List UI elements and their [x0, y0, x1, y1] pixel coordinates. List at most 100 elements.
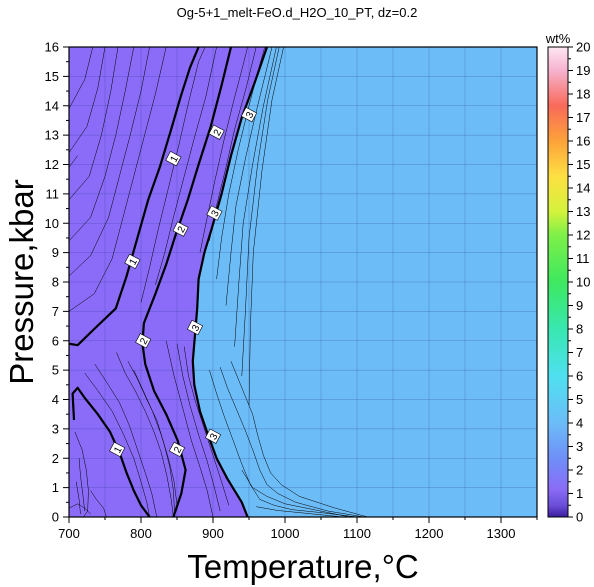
contour-label-box [124, 253, 141, 270]
colorbar-tick-label: 15 [576, 157, 590, 172]
colorbar-tick-label: 11 [576, 251, 590, 266]
contour-label: 2 [168, 441, 186, 458]
minor-contour-line [176, 343, 221, 512]
x-axis-ticks: 700 800 900 1000 1100 1200 1300 [58, 517, 538, 541]
minor-contour-line [69, 155, 78, 168]
minor-contour-line [75, 481, 81, 515]
x-tick-label: 1100 [343, 526, 371, 541]
contour-label-text: 2 [138, 336, 151, 346]
colorbar-tick-label: 10 [576, 275, 590, 290]
minor-contour-line [116, 352, 174, 517]
minor-contour-line [69, 47, 119, 200]
minor-contour-line [230, 361, 368, 517]
contour-label-box [172, 221, 189, 237]
contour-label: 1 [165, 150, 182, 167]
contour-label-box [135, 333, 152, 349]
minor-contour-line [225, 47, 273, 306]
contour-label-box [206, 205, 223, 221]
grid-lines [69, 47, 537, 517]
y-tick-label: 8 [52, 275, 59, 290]
colorbar-tick-label: 18 [576, 87, 590, 102]
x-tick-label: 900 [202, 526, 224, 541]
contour-label-box [240, 106, 258, 123]
y-tick-label: 6 [52, 333, 59, 348]
y-tick-label: 15 [45, 69, 59, 84]
y-tick-label: 16 [45, 40, 59, 55]
colorbar-tick-label: 17 [576, 110, 590, 125]
contour-label: 3 [186, 319, 204, 336]
colorbar-tick-label: 14 [576, 181, 590, 196]
minor-contour-line [69, 503, 91, 515]
minor-contour-line [199, 47, 248, 253]
y-tick-label: 0 [52, 510, 59, 525]
colorbar-tick-label: 7 [576, 345, 583, 360]
contour-label-box [109, 441, 126, 458]
minor-contour-line [127, 361, 176, 517]
y-tick-label: 12 [45, 157, 59, 172]
colorbar-tick-label: 4 [576, 416, 583, 431]
contour-label: 2 [135, 333, 152, 349]
minor-contour-line [165, 340, 214, 517]
x-axis-label: Temperature,°C [187, 548, 418, 585]
contour-label-text: 3 [244, 110, 257, 120]
contour-label-box [168, 441, 186, 458]
contour-label: 1 [124, 253, 141, 270]
colorbar-tick-label: 9 [576, 298, 583, 313]
colorbar-tick-label: 1 [576, 486, 583, 501]
minor-contour-line [219, 367, 365, 517]
y-tick-label: 10 [45, 216, 59, 231]
contour-label-text: 2 [172, 445, 185, 455]
contour-label: 3 [240, 106, 258, 123]
contour-label-box [165, 150, 182, 167]
y-tick-label: 4 [52, 392, 59, 407]
minor-contour-line [69, 47, 94, 109]
y-tick-label: 2 [52, 451, 59, 466]
y-tick-label: 7 [52, 304, 59, 319]
y-tick-label: 1 [52, 480, 59, 495]
minor-contour-line [69, 47, 150, 277]
minor-contour-line [78, 458, 86, 512]
minor-contour-line [69, 47, 167, 312]
minor-contour-line [209, 370, 358, 517]
contour-label: 2 [172, 221, 189, 237]
x-tick-label: 1000 [271, 526, 300, 541]
colorbar-tick-label: 6 [576, 369, 583, 384]
y-tick-label: 3 [52, 421, 59, 436]
y-tick-label: 14 [45, 98, 59, 113]
contour-label: 1 [109, 441, 126, 458]
chart-title: Og-5+1_melt-FeO.d_H2O_10_PT, dz=0.2 [177, 5, 418, 20]
colorbar-tick-label: 13 [576, 204, 590, 219]
contour-label-text: 3 [208, 431, 221, 441]
minor-contour-line [84, 372, 150, 517]
colorbar-tick-label: 12 [576, 228, 590, 243]
contour-label-text: 1 [128, 257, 141, 267]
minor-contour-line [183, 346, 230, 506]
minor-contour-line [74, 431, 89, 517]
colorbar-tick-label: 8 [576, 322, 583, 337]
minor-contour-line [69, 47, 106, 153]
y-tick-label: 5 [52, 363, 59, 378]
colorbar-tick-label: 5 [576, 392, 583, 407]
contour-label-text: 3 [190, 323, 203, 333]
plot-area [69, 47, 537, 517]
minor-contour-line [155, 47, 217, 285]
x-tick-label: 1300 [487, 526, 516, 541]
minor-contour-line [140, 47, 206, 303]
major-contour-line [191, 47, 269, 517]
contour-label: 3 [204, 428, 222, 444]
major-contour-line [71, 386, 151, 517]
minor-contour-line [248, 47, 284, 406]
contour-labels: 1 1 1 2 2 2 2 3 3 3 3 [109, 106, 258, 458]
minor-contour-line [256, 506, 343, 517]
contour-label-box [204, 428, 222, 444]
major-contour-line [69, 47, 200, 347]
minor-contour-line [234, 47, 277, 347]
contour-label-text: 1 [169, 154, 182, 164]
minor-contour-line [90, 490, 107, 517]
y-tick-label: 9 [52, 245, 59, 260]
colorbar-gradient [547, 46, 569, 518]
colorbar-tick-label: 3 [576, 439, 583, 454]
y-tick-label: 13 [45, 128, 59, 143]
contour-label-box [186, 319, 204, 336]
